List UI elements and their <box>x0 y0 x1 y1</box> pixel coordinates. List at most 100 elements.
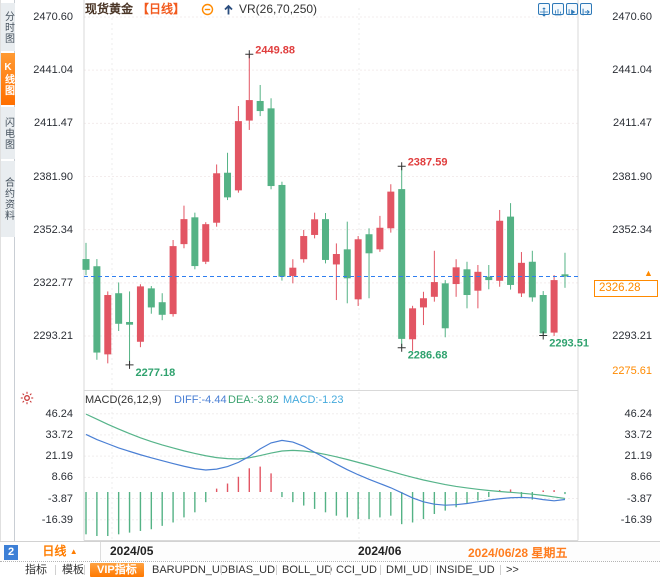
zoom-out-icon[interactable] <box>201 3 214 16</box>
price-tick-left: 2470.60 <box>33 11 73 23</box>
triangle-up-icon: ▲ <box>69 547 78 556</box>
candle-body <box>234 121 242 191</box>
candle-body <box>550 280 558 333</box>
candle-body <box>321 219 329 260</box>
macd-tick-left: 33.72 <box>45 429 73 441</box>
candle-body <box>441 283 449 329</box>
toolbar-separator <box>55 565 56 575</box>
candle-body <box>278 184 286 277</box>
price-tick-right: 2441.04 <box>612 64 652 76</box>
chart-play-icon[interactable] <box>566 3 578 15</box>
toolbar-separator <box>84 565 85 575</box>
price-annotation: 2387.59 <box>408 156 448 168</box>
toolbar-item-7[interactable]: CCI_UD <box>336 564 377 576</box>
indicator-label: VR(26,70,250) <box>239 2 318 16</box>
symbol-title: 现货黄金 <box>85 2 134 16</box>
page-number-badge[interactable]: 2 <box>4 545 18 560</box>
candle-body <box>463 269 471 296</box>
toolbar-item-10[interactable]: >> <box>506 564 519 576</box>
diff-line <box>85 433 566 506</box>
indicator-settings-sun-icon[interactable] <box>20 391 34 405</box>
extreme-marker-icon <box>125 360 134 369</box>
candle-body <box>528 261 536 298</box>
candle-body <box>191 217 199 267</box>
period-selector-label: 日线 <box>42 544 67 558</box>
toolbar-separator <box>330 565 331 575</box>
candle-body <box>452 267 460 285</box>
price-annotation: 2293.51 <box>549 337 589 349</box>
candle-body <box>224 172 232 198</box>
chart-title-row: 现货黄金 【日线】 VR(26,70,250) <box>0 1 540 17</box>
up-arrow-icon[interactable] <box>222 3 235 16</box>
period-selector[interactable]: 日线 ▲ <box>20 542 101 561</box>
toolbar-item-1[interactable]: 指标 <box>25 564 47 576</box>
price-up-arrow-icon: ▲ <box>644 268 653 278</box>
candle-body <box>289 267 297 276</box>
price-tick-left: 2322.77 <box>33 277 73 289</box>
toolbar-item-6[interactable]: BOLL_UD <box>282 564 333 576</box>
macd-title: MACD(26,12,9) <box>85 394 162 406</box>
candle-body <box>539 295 547 334</box>
candle-body <box>311 219 319 235</box>
candle-body <box>126 321 134 325</box>
x-axis-label-current-date: 2024/06/28 星期五 <box>468 546 568 560</box>
candle-body <box>430 282 438 297</box>
price-tick-left: 2411.47 <box>34 117 73 129</box>
price-tick-right: 2352.34 <box>612 224 652 236</box>
macd-tick-left: 46.24 <box>45 408 73 420</box>
candle-body <box>517 262 525 294</box>
toolbar-item-8[interactable]: DMI_UD <box>386 564 429 576</box>
x-axis-label-may: 2024/05 <box>110 544 154 558</box>
crosshair-icon[interactable] <box>538 3 550 17</box>
macd-tick-right: -16.39 <box>620 514 652 526</box>
candle-body <box>419 298 427 308</box>
toolbar-separator <box>430 565 431 575</box>
sidebar-item-2[interactable]: K线图 <box>1 53 15 105</box>
candle-body <box>365 234 373 254</box>
candle-body <box>256 100 264 112</box>
chart-type-sidebar: 分时图 K线图闪电图合约资料 <box>0 0 15 541</box>
price-annotation: 2286.68 <box>408 350 448 362</box>
chart-panel-icon[interactable] <box>552 3 564 16</box>
toolbar-item-2[interactable]: 模板 <box>62 564 84 576</box>
extreme-marker-icon <box>539 331 548 340</box>
macd-tick-right: 33.72 <box>624 429 652 441</box>
toolbar-item-3[interactable]: VIP指标 <box>90 563 144 577</box>
toolbar-item-5[interactable]: BIAS_UD <box>228 564 276 576</box>
price-tick-left: 2293.21 <box>33 330 73 342</box>
toolbar-separator <box>221 565 222 575</box>
macd-tick-right: -3.87 <box>626 493 652 505</box>
candle-body <box>343 249 351 279</box>
candle-body <box>136 286 144 342</box>
candle-body <box>496 220 504 281</box>
exit-right-icon[interactable] <box>580 3 592 16</box>
candle-body <box>387 191 395 229</box>
x-axis-label-june: 2024/06 <box>358 544 402 558</box>
macd-tick-left: 8.66 <box>51 471 73 483</box>
candle-body <box>245 100 253 121</box>
candle-body <box>93 266 101 353</box>
toolbar-item-9[interactable]: INSIDE_UD <box>436 564 495 576</box>
toolbar-separator <box>276 565 277 575</box>
date-axis-row: 2 日线 ▲ 2024/05 2024/06 2024/06/28 星期五 <box>0 541 660 561</box>
sidebar-item-4[interactable]: 合约资料 <box>1 161 15 237</box>
sidebar-item-1[interactable]: 分时图 <box>1 3 15 51</box>
price-tick-right: 2381.90 <box>612 171 652 183</box>
dea-line <box>85 413 566 500</box>
sidebar-item-3[interactable]: 闪电图 <box>1 107 15 159</box>
candle-body <box>202 224 210 262</box>
last-price-badge: 2326.28 <box>594 280 658 297</box>
indicator-toolbar: 指标 模板 VIP指标 BARUPDN_UD BIAS_UD BOLL_UD CCI_UD D… <box>0 561 660 577</box>
macd-tick-right: 8.66 <box>630 471 652 483</box>
macd-tick-right: 21.19 <box>624 450 652 462</box>
candle-body <box>507 216 515 285</box>
candle-body <box>213 173 221 223</box>
candle-body <box>398 189 406 339</box>
candle-body <box>180 219 188 245</box>
candle-body <box>158 302 166 315</box>
toolbar-item-4[interactable]: BARUPDN_UD <box>152 564 228 576</box>
candle-body <box>147 288 155 308</box>
price-tick-left: 2441.04 <box>33 64 73 76</box>
